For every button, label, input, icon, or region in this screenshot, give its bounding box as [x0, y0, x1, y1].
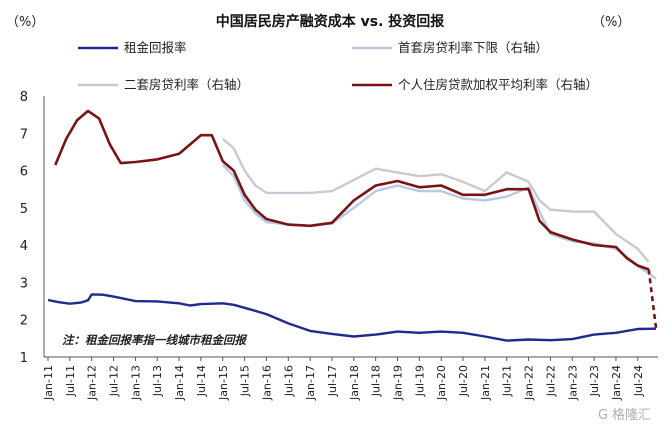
x-tick-label: Jul-21 — [501, 365, 514, 397]
x-tick-label: Jul-13 — [151, 365, 164, 397]
x-tick-label: Jul-15 — [239, 365, 252, 397]
x-tick-label: Jul-11 — [64, 365, 77, 397]
series-line-rent-yield — [47, 293, 657, 342]
x-tick-label: Jan-12 — [86, 365, 99, 401]
x-tick-label: Jan-22 — [523, 365, 536, 401]
y-tick-label: 2 — [20, 314, 28, 329]
legend-label-second-home-rate: 二套房贷利率（右轴） — [124, 77, 249, 92]
x-tick-label: Jul-19 — [413, 365, 426, 397]
chart-title: 中国居民房产融资成本 vs. 投资回报 — [216, 13, 445, 30]
x-tick-label: Jul-12 — [108, 365, 121, 397]
x-tick-label: Jul-18 — [370, 365, 383, 397]
y-axis: 1 2 3 4 5 6 7 8 — [20, 90, 28, 366]
left-axis-unit: （%） — [6, 15, 44, 30]
x-tick-label: Jan-23 — [566, 365, 579, 401]
x-tick-label: Jan-20 — [435, 365, 448, 401]
legend-label-first-home-rate: 首套房贷利率下限（右轴） — [398, 40, 548, 55]
legend: 租金回报率 首套房贷利率下限（右轴） 二套房贷利率（右轴） 个人住房贷款加权平均… — [78, 40, 598, 92]
x-tick-label: Jan-19 — [392, 365, 405, 401]
series-line-first-home-rate — [221, 164, 657, 280]
x-tick-label: Jul-22 — [544, 365, 557, 397]
y-tick-label: 1 — [20, 351, 28, 366]
x-tick-label: Jan-24 — [610, 365, 623, 401]
x-tick-label: Jan-21 — [479, 365, 492, 401]
x-tick-label: Jan-13 — [129, 365, 142, 401]
y-tick-label: 8 — [20, 90, 28, 105]
series-layer — [47, 109, 658, 342]
x-tick-label: Jul-16 — [282, 365, 295, 397]
x-tick-label: Jul-14 — [195, 365, 208, 397]
y-tick-label: 3 — [20, 276, 28, 291]
x-tick-label: Jan-14 — [173, 365, 186, 401]
y-tick-label: 6 — [20, 165, 28, 180]
y-tick-label: 4 — [20, 239, 28, 254]
x-tick-label: Jan-18 — [348, 365, 361, 401]
x-tick-label: Jul-20 — [457, 365, 470, 397]
right-axis-unit: （%） — [592, 15, 630, 30]
series-line-weighted-rate — [54, 109, 650, 271]
x-tick-label: Jan-16 — [260, 365, 273, 401]
legend-label-rent-yield: 租金回报率 — [124, 40, 187, 55]
series-line-weighted-rate-dashed-tail — [647, 269, 658, 329]
y-tick-label: 7 — [20, 127, 28, 142]
x-tick-label: Jan-15 — [217, 365, 230, 401]
legend-label-weighted-rate: 个人住房贷款加权平均利率（右轴） — [398, 77, 598, 92]
x-tick-label: Jan-17 — [304, 365, 317, 401]
watermark: G 格隆汇 — [598, 407, 651, 423]
watermark-text: 格隆汇 — [612, 407, 651, 423]
watermark-logo: G — [598, 408, 608, 423]
x-tick-label: Jul-17 — [326, 365, 339, 397]
series-line-second-home-rate — [222, 137, 650, 263]
chart-note: 注：租金回报率指一线城市租金回报 — [62, 333, 247, 347]
y-tick-label: 5 — [20, 202, 28, 217]
x-axis: Jan-11 Jul-11 Jan-12 Jul-12 Jan-13 Jul-13 Jan-… — [42, 357, 645, 401]
x-tick-label: Jan-11 — [42, 365, 55, 401]
x-tick-label: Jul-23 — [588, 365, 601, 397]
x-tick-label: Jul-24 — [632, 365, 645, 397]
